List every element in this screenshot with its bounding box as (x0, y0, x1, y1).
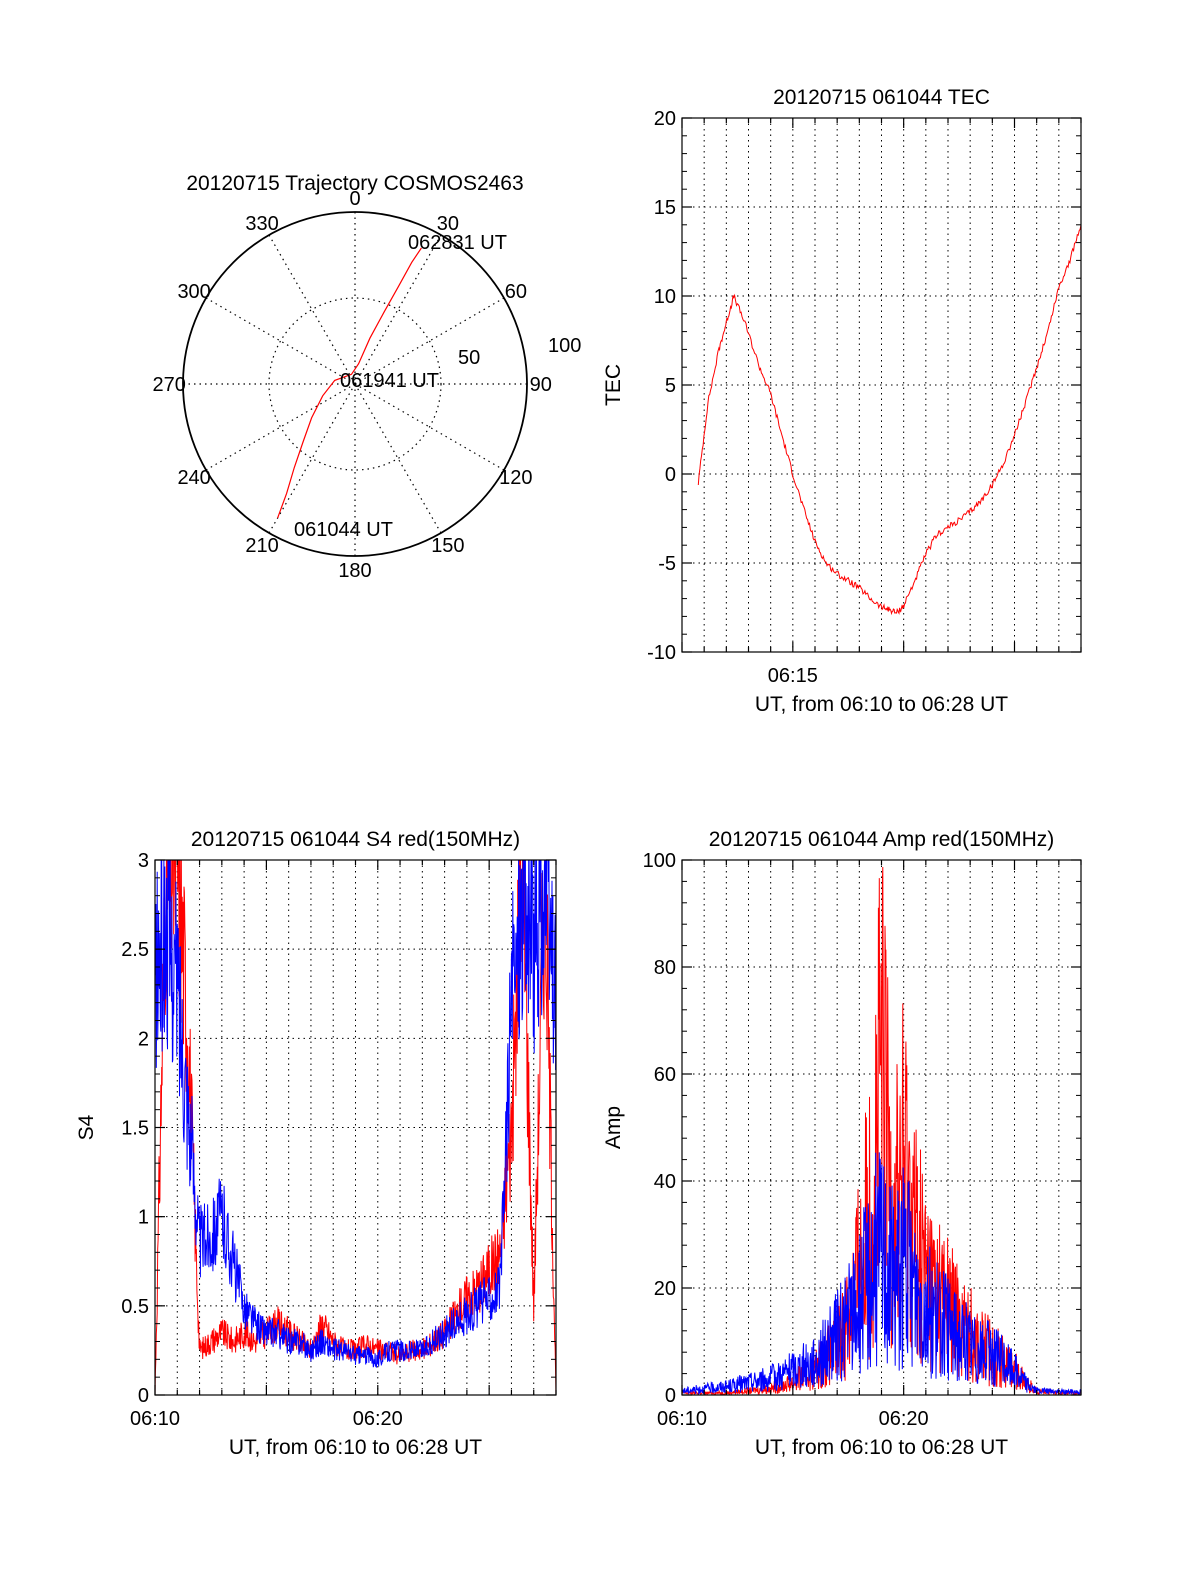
polar-angle-labels: 0 30 60 90 120 150 180 210 240 270 300 330 (153, 188, 552, 582)
polar-title: 20120715 Trajectory COSMOS2463 (186, 172, 523, 195)
y-tick-label: 20 (654, 108, 676, 130)
angle-label: 210 (245, 535, 278, 557)
radius-label-50: 50 (458, 347, 480, 369)
s4-ticks: 0 0.5 1 1.5 2 2.5 3 06:10 06:20 (121, 850, 557, 1430)
s4-title: 20120715 061044 S4 red(150MHz) (191, 828, 520, 851)
amp-ticks: 0 20 40 60 80 100 06:10 06:20 (643, 850, 1082, 1430)
y-tick-label: 20 (654, 1278, 676, 1300)
annotation-start-time: 061044 UT (294, 519, 393, 541)
polar-spoke (268, 234, 356, 385)
polar-spoke (268, 383, 356, 534)
polar-spoke (354, 383, 505, 471)
y-tick-label: 5 (665, 375, 676, 397)
s4-plot-frame (154, 859, 557, 1396)
y-tick-label: 3 (138, 850, 149, 872)
series-line-blue (155, 860, 556, 1368)
angle-label: 180 (338, 560, 371, 582)
s4-panel: 20120715 061044 S4 red(150MHz) 0 0.5 1 1.5 2… (75, 828, 557, 1459)
y-tick-label: 2.5 (121, 939, 149, 961)
amp-panel: 20120715 061044 Amp red(150MHz) 0 20 40 60 8… (602, 828, 1082, 1459)
angle-label: 60 (505, 281, 527, 303)
y-tick-label: 1.5 (121, 1118, 149, 1140)
polar-spoke (354, 383, 442, 534)
tec-ticks: -10 -5 0 5 10 15 20 06:15 (647, 108, 1082, 687)
polar-grid (183, 212, 527, 556)
polar-trajectory-panel: 20120715 Trajectory COSMOS2463 0 30 60 90 12… (153, 172, 582, 582)
amp-xlabel: UT, from 06:10 to 06:28 UT (755, 1436, 1008, 1459)
y-tick-label: 0 (665, 1385, 676, 1407)
angle-label: 0 (349, 188, 360, 210)
angle-label: 120 (499, 467, 532, 489)
polar-spoke (354, 297, 505, 385)
x-tick-label: 06:15 (768, 665, 818, 687)
angle-label: 150 (431, 535, 464, 557)
polar-outer-ring (182, 211, 528, 557)
trajectory-line (277, 247, 422, 519)
y-tick-label: 2 (138, 1028, 149, 1050)
polar-spoke (205, 297, 356, 385)
tec-ylabel: TEC (602, 364, 625, 406)
s4-series-group (155, 860, 556, 1395)
angle-label: 270 (153, 374, 186, 396)
tec-series-group (697, 224, 1081, 616)
series-line-red (682, 866, 1081, 1395)
tec-xlabel: UT, from 06:10 to 06:28 UT (755, 693, 1008, 716)
x-tick-label: 06:10 (657, 1408, 707, 1430)
y-tick-label: 40 (654, 1171, 676, 1193)
x-tick-label: 06:20 (353, 1408, 403, 1430)
angle-label: 90 (530, 374, 552, 396)
y-tick-label: 10 (654, 286, 676, 308)
s4-grid (155, 860, 556, 1395)
polar-spoke (354, 234, 442, 385)
s4-xlabel: UT, from 06:10 to 06:28 UT (229, 1436, 482, 1459)
y-tick-label: -5 (658, 553, 676, 575)
annotation-end-time: 062831 UT (408, 232, 507, 254)
s4-ylabel: S4 (75, 1114, 98, 1140)
y-tick-label: 0 (665, 464, 676, 486)
angle-label: 330 (245, 213, 278, 235)
amp-ylabel: Amp (602, 1106, 625, 1149)
y-tick-label: 100 (643, 850, 676, 872)
y-tick-label: 80 (654, 957, 676, 979)
y-tick-label: 0 (138, 1385, 149, 1407)
tec-panel: 20120715 061044 TEC -10 -5 0 5 10 15 20 06:15 U… (602, 86, 1082, 716)
radius-label-100: 100 (548, 335, 581, 357)
polar-grid-ring-50 (268, 297, 442, 471)
y-tick-label: -10 (647, 642, 676, 664)
tec-grid (682, 118, 1081, 652)
y-tick-label: 1 (138, 1207, 149, 1229)
angle-label: 300 (177, 281, 210, 303)
y-tick-label: 15 (654, 197, 676, 219)
y-tick-label: 60 (654, 1064, 676, 1086)
angle-label: 30 (437, 213, 459, 235)
amp-series-group (682, 866, 1081, 1395)
polar-spoke (205, 383, 356, 471)
series-line-red (155, 860, 556, 1395)
annotation-mid-time: 061941 UT (340, 370, 439, 392)
tec-title: 20120715 061044 TEC (773, 86, 990, 109)
x-tick-label: 06:20 (879, 1408, 929, 1430)
amp-title: 20120715 061044 Amp red(150MHz) (709, 828, 1055, 851)
y-tick-label: 0.5 (121, 1296, 149, 1318)
angle-label: 240 (177, 467, 210, 489)
series-line-red (697, 224, 1081, 616)
x-tick-label: 06:10 (130, 1408, 180, 1430)
